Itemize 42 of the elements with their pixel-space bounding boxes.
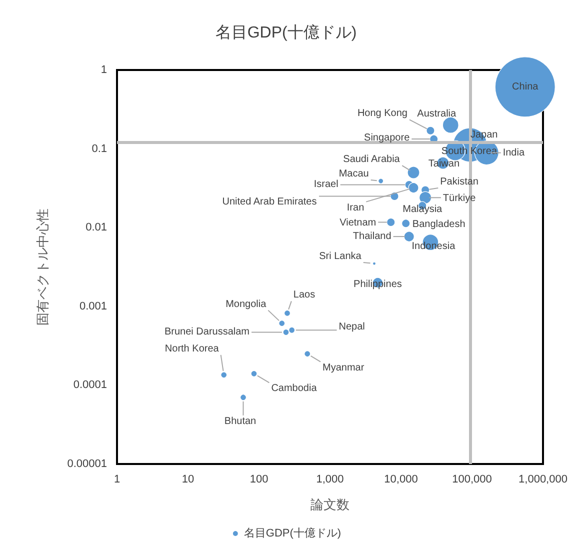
annotation: Mongolia: [226, 298, 267, 310]
annotation: Macau: [338, 168, 369, 180]
annotation: Laos: [293, 290, 316, 301]
annotation: Cambodia: [271, 383, 318, 394]
x-tick-label: 1: [114, 474, 120, 486]
y-tick-label: 0.0001: [73, 379, 107, 392]
annotation: Bangladesh: [412, 218, 466, 230]
annotation: North Korea: [164, 343, 220, 354]
annotation: Türkiye: [442, 193, 476, 204]
x-tick-label: 100,000: [452, 474, 492, 486]
x-tick-label: 1,000,000: [518, 474, 568, 486]
y-tick-label: 0.01: [86, 222, 107, 234]
x-tick-label: 1,000: [316, 474, 344, 486]
annotation: Brunei Darussalam: [164, 326, 250, 338]
annotation: Nepal: [338, 322, 365, 333]
y-tick-label: 0.1: [92, 142, 107, 155]
x-tick-label: 10: [182, 474, 194, 486]
annotation: Vietnam: [340, 218, 376, 229]
annotation: United Arab Emirates: [222, 196, 317, 208]
y-axis-title: 固有ベクトル中心性: [35, 208, 50, 326]
annotation: China: [512, 81, 539, 92]
annotation: India: [502, 147, 525, 158]
annotation: Singapore: [364, 132, 410, 144]
annotation: Israel: [314, 179, 338, 190]
annotation: Thailand: [352, 231, 392, 242]
x-tick-label: 10,000: [384, 474, 418, 486]
annotation: Malaysia: [402, 204, 443, 216]
annotation: Hong Kong: [357, 108, 408, 120]
y-tick-label: 0.001: [79, 300, 107, 312]
chart-title: 名目GDP(十億ドル): [215, 24, 357, 42]
annotation: Sri Lanka: [319, 251, 362, 262]
x-tick-label: 100: [250, 474, 268, 486]
y-tick-label: 0.00001: [67, 458, 107, 470]
annotation: Saudi Arabia: [343, 154, 400, 166]
legend-label: 名目GDP(十億ドル): [244, 526, 342, 540]
y-tick-label: 1: [100, 64, 107, 76]
x-axis-title: 論文数: [310, 497, 350, 512]
annotation: Iran: [346, 202, 364, 214]
annotation: Myanmar: [322, 362, 365, 374]
annotation: Australia: [417, 108, 457, 120]
annotation: Pakistan: [440, 176, 478, 188]
annotation: Bhutan: [224, 416, 256, 427]
